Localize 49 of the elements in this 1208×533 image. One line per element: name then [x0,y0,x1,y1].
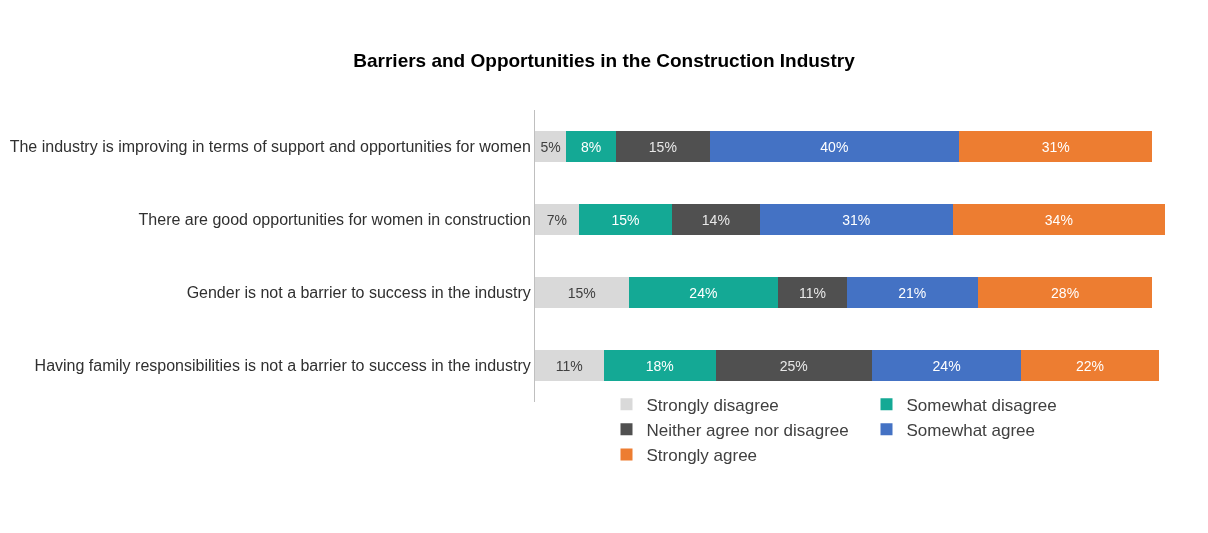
legend-label: Somewhat agree [906,420,1036,440]
bar [578,204,673,235]
bar [603,350,716,381]
bar [566,131,617,162]
y-tick-label: Having family responsibilities is not a barrier to success in the industry [34,357,531,375]
data-label: 14% [701,211,730,228]
bar [871,350,1022,381]
data-label: 34% [1044,211,1073,228]
legend-label: Somewhat disagree [906,395,1057,415]
data-label: 15% [648,138,677,155]
bar [535,277,629,308]
legend-label: Strongly agree [646,446,758,466]
y-tick-label: There are good opportunities for women in construction [138,211,531,229]
bar [952,204,1165,235]
data-label: 31% [1041,138,1070,155]
bar [535,350,604,381]
bar [616,131,710,162]
bar [709,131,960,162]
data-label: 28% [1051,284,1080,301]
y-tick-label: The industry is improving in terms of support and opportunities for women [9,138,531,156]
data-label: 24% [689,284,718,301]
data-label: 11% [555,357,583,374]
data-label: 21% [898,284,927,301]
bar [672,204,760,235]
bar [778,277,847,308]
bar [1021,350,1159,381]
bar [715,350,872,381]
data-label: 5% [540,138,561,155]
y-tick-label: Gender is not a barrier to success in the industry [186,284,531,302]
data-label: 8% [581,138,602,155]
data-label: 22% [1076,357,1105,374]
bar [846,277,978,308]
chart-title: Barriers and Opportunities in the Construction Industry [353,49,856,71]
data-label: 15% [567,284,596,301]
data-label: 7% [546,211,567,228]
legend-label: Neither agree nor disagree [646,420,849,440]
bar [977,277,1153,308]
bar [959,131,1153,162]
bar [759,204,953,235]
data-label: 24% [932,357,961,374]
data-label: 18% [645,357,674,374]
data-label: 31% [842,211,871,228]
bar [535,204,579,235]
data-label: 11% [799,284,826,301]
data-label: 40% [820,138,849,155]
legend-label: Strongly disagree [646,395,779,415]
data-label: 15% [611,211,640,228]
data-label: 25% [779,357,808,374]
bar [628,277,779,308]
